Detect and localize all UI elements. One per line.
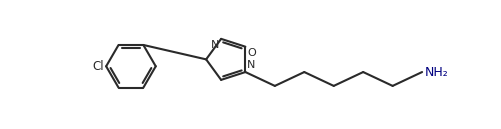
Text: N: N (246, 60, 255, 70)
Text: O: O (246, 48, 255, 58)
Text: Cl: Cl (92, 60, 104, 73)
Text: N: N (211, 40, 219, 50)
Text: NH₂: NH₂ (424, 66, 448, 79)
